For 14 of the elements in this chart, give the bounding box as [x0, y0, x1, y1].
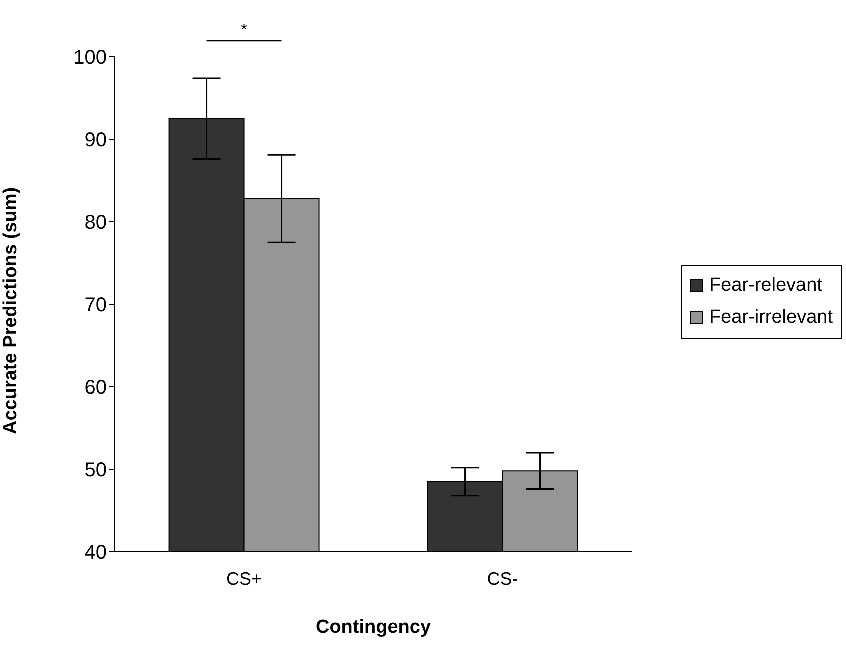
x-tick-label: CS+ — [226, 568, 262, 589]
legend-label: Fear-irrelevant — [709, 306, 833, 330]
y-tick-label: 50 — [84, 460, 107, 482]
x-axis-title: Contingency — [316, 617, 432, 638]
y-tick-label: 100 — [74, 47, 107, 70]
text: * — [241, 22, 248, 39]
x-tick-label: CS- — [487, 568, 518, 589]
y-tick-label: 80 — [84, 212, 107, 234]
y-tick-label: 40 — [84, 542, 107, 564]
y-axis-title: Accurate Predictions (sum) — [0, 187, 22, 434]
y-tick-label: 70 — [84, 294, 107, 317]
y-tick-label: 90 — [84, 130, 107, 152]
legend-label: Fear-relevant — [709, 274, 822, 298]
y-tick-label: 60 — [84, 377, 107, 400]
